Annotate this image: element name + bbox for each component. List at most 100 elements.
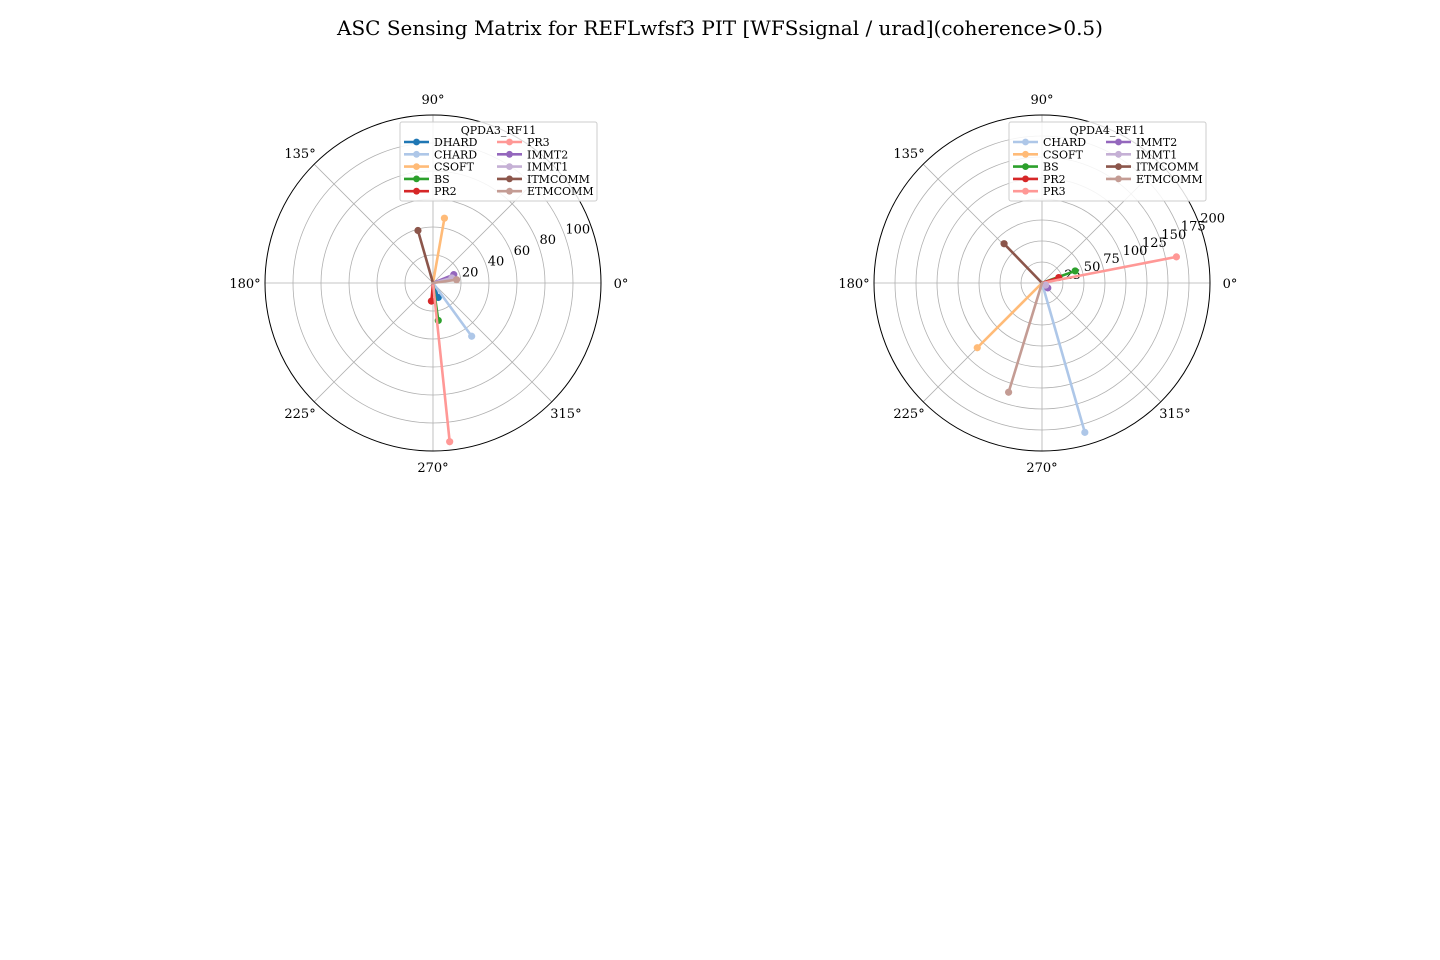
legend-swatch-marker xyxy=(413,150,420,158)
legend-swatch-marker xyxy=(413,138,420,146)
legend-title: QPDA4_RF11 xyxy=(1070,124,1146,137)
radial-tick-label: 200 xyxy=(1200,212,1225,227)
legend-entry: CHARD xyxy=(1043,136,1086,149)
series-point-chard xyxy=(468,332,476,340)
angle-tick-label: 135° xyxy=(893,147,924,162)
series-line-itmcomm xyxy=(1002,242,1044,285)
angle-tick-label: 90° xyxy=(421,93,444,108)
series-point-immt1 xyxy=(1042,281,1050,289)
figure-title: ASC Sensing Matrix for REFLwfsf3 PIT [WF… xyxy=(336,16,1103,40)
legend-swatch-marker xyxy=(1022,163,1029,171)
series-point-etmcomm xyxy=(452,276,461,284)
legend-swatch-marker xyxy=(1115,150,1122,158)
radial-tick-label: 100 xyxy=(565,222,590,237)
angle-tick-label: 270° xyxy=(1026,461,1057,476)
legend-frame xyxy=(399,121,598,202)
legend-entry: PR2 xyxy=(1043,173,1066,186)
polar-frame xyxy=(264,114,602,452)
radial-tick-label: 40 xyxy=(488,255,505,270)
legend-entry: PR2 xyxy=(434,185,457,198)
angle-tick-label: 225° xyxy=(893,407,924,422)
series-line-etmcomm xyxy=(431,278,458,285)
series-line-pr3 xyxy=(1040,255,1178,285)
series-line-csoft xyxy=(431,216,446,285)
angle-tick-label: 180° xyxy=(229,277,260,292)
legend-swatch-marker xyxy=(1022,150,1029,158)
polar-plot-qpda3: 0° 90° 135° 180° 225° 270° 315° 20 40 60 80 100 QPDA… xyxy=(229,93,628,476)
series-point-itmcomm xyxy=(414,226,422,235)
legend-entry: IMMT2 xyxy=(1136,136,1177,149)
legend-swatch-marker xyxy=(506,138,513,146)
polar-frame xyxy=(873,114,1211,452)
legend-title: QPDA3_RF11 xyxy=(461,124,537,137)
series-point-bs xyxy=(1071,267,1079,275)
series-point-itmcomm xyxy=(1000,240,1008,248)
angle-tick-label: 315° xyxy=(1159,407,1190,422)
series-point-csoft xyxy=(440,214,449,222)
legend-entry: ITMCOMM xyxy=(527,173,590,186)
legend-swatch-marker xyxy=(1022,138,1029,146)
legend-swatch-marker xyxy=(413,187,420,195)
angular-gridline xyxy=(432,282,553,403)
series-point-pr3 xyxy=(446,438,454,446)
angle-tick-label: 315° xyxy=(550,407,581,422)
legend-swatch-marker xyxy=(1022,175,1029,183)
angle-tick-label: 90° xyxy=(1030,93,1053,108)
series-point-csoft xyxy=(973,344,981,352)
series-line-pr3 xyxy=(431,281,451,444)
angle-tick-label: 0° xyxy=(1223,277,1238,292)
series-line-chard xyxy=(1040,281,1087,434)
legend-entry: IMMT2 xyxy=(527,148,568,161)
radial-tick-label: 80 xyxy=(539,233,556,248)
legend-entry: IMMT1 xyxy=(527,161,568,174)
series-point-etmcomm xyxy=(1004,388,1013,396)
series-line-chard xyxy=(431,281,473,338)
series-line-itmcomm xyxy=(416,229,435,285)
legend-entry: DHARD xyxy=(434,136,478,149)
legend-entry: CHARD xyxy=(434,148,477,161)
series-line-csoft xyxy=(975,281,1044,350)
legend-entry: PR3 xyxy=(527,136,550,149)
legend-swatch-marker xyxy=(506,175,513,183)
radial-tick-label: 125 xyxy=(1142,236,1167,251)
legend-swatch-marker xyxy=(506,150,513,158)
legend-entry: PR3 xyxy=(1043,185,1066,198)
polar-plot-qpda4: 0°90°135°180°225°270°315°255075100125150… xyxy=(838,93,1237,476)
legend-swatch-marker xyxy=(413,175,420,183)
angle-tick-label: 0° xyxy=(614,277,629,292)
legend-swatch-marker xyxy=(506,163,513,171)
legend-entry: CSOFT xyxy=(1043,148,1084,161)
radial-tick-label: 75 xyxy=(1103,252,1120,267)
legend-entry: CSOFT xyxy=(434,161,475,174)
radial-tick-label: 175 xyxy=(1181,220,1206,235)
legend-entry: ETMCOMM xyxy=(527,185,594,198)
radial-tick-label: 100 xyxy=(1123,244,1148,259)
radial-tick-label: 20 xyxy=(462,265,479,280)
legend-entry: BS xyxy=(434,173,450,186)
legend-frame xyxy=(1008,121,1207,202)
legend-entry: IMMT1 xyxy=(1136,148,1177,161)
angular-gridline xyxy=(313,163,434,284)
legend-swatch-marker xyxy=(506,187,513,195)
angular-gridline xyxy=(1041,282,1162,403)
series-point-pr3 xyxy=(1172,253,1181,261)
angular-gridline xyxy=(313,282,434,403)
radial-tick-label: 150 xyxy=(1161,228,1186,243)
legend-swatch-marker xyxy=(1115,175,1122,183)
series-point-chard xyxy=(1081,428,1089,436)
legend-entry: ITMCOMM xyxy=(1136,161,1199,174)
legend-swatch-marker xyxy=(413,163,420,171)
legend-entry: BS xyxy=(1043,161,1059,174)
angle-tick-label: 225° xyxy=(284,407,315,422)
legend-swatch-marker xyxy=(1115,163,1122,171)
legend-swatch-marker xyxy=(1115,138,1122,146)
legend-swatch-marker xyxy=(1022,187,1029,195)
angle-tick-label: 180° xyxy=(838,277,869,292)
series-point-pr2 xyxy=(427,297,436,305)
angle-tick-label: 135° xyxy=(284,147,315,162)
series-line-etmcomm xyxy=(1007,281,1044,394)
angle-tick-label: 270° xyxy=(417,461,448,476)
